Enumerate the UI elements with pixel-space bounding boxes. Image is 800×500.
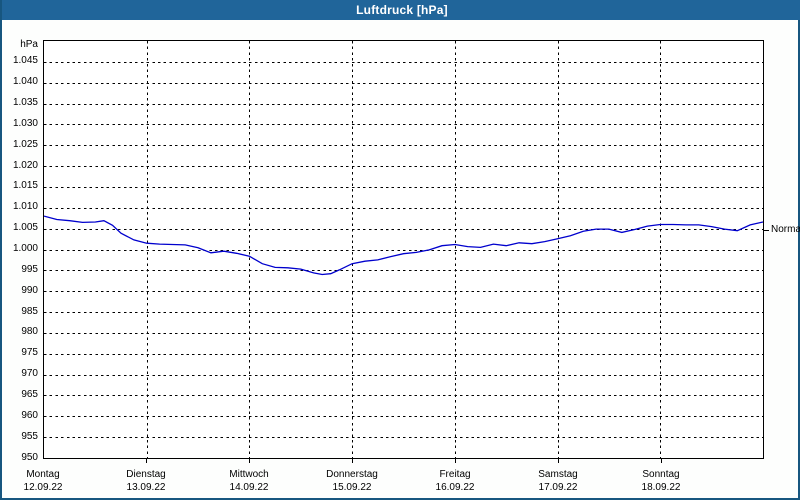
y-tick-label: 975 (21, 347, 38, 358)
x-axis-tick (146, 459, 147, 463)
y-tick-label: 985 (21, 306, 38, 317)
page-title: Luftdruck [hPa] (356, 3, 448, 17)
x-day-label: Sonntag (642, 469, 680, 480)
pressure-line-chart (44, 41, 763, 458)
x-axis-tick (455, 459, 456, 463)
y-tick-label: 1.020 (12, 160, 38, 171)
x-day-label: Donnerstag (326, 469, 378, 480)
x-day-label: Montag (26, 469, 60, 480)
y-tick-label: 1.015 (12, 180, 38, 191)
plot-area (43, 40, 764, 459)
y-tick-label: 1.000 (12, 243, 38, 254)
y-tick-label: 1.030 (12, 118, 38, 129)
y-tick-label: 955 (21, 431, 38, 442)
y-tick-label: 950 (21, 452, 38, 463)
x-date-label: 12.09.22 (23, 482, 63, 493)
x-day-label: Mittwoch (229, 469, 269, 480)
y-tick-label: 990 (21, 285, 38, 296)
y-tick-label: 1.045 (12, 55, 38, 66)
y-tick-label: 995 (21, 264, 38, 275)
y-tick-label: 1.010 (12, 201, 38, 212)
normal-marker-tick (764, 230, 769, 231)
x-date-label: 14.09.22 (229, 482, 269, 493)
y-tick-label: 970 (21, 368, 38, 379)
x-axis-tick (558, 459, 559, 463)
y-tick-label: 965 (21, 389, 38, 400)
x-axis-tick (249, 459, 250, 463)
y-tick-label: 980 (21, 326, 38, 337)
y-tick-label: 1.005 (12, 222, 38, 233)
x-day-label: Freitag (439, 469, 471, 480)
y-tick-label: 1.025 (12, 139, 38, 150)
x-date-label: 17.09.22 (538, 482, 578, 493)
y-tick-label: 1.035 (12, 97, 38, 108)
x-axis-tick (661, 459, 662, 463)
x-date-label: 13.09.22 (126, 482, 166, 493)
x-day-label: Dienstag (126, 469, 166, 480)
x-date-label: 15.09.22 (332, 482, 372, 493)
x-date-label: 16.09.22 (435, 482, 475, 493)
y-tick-label: 960 (21, 410, 38, 421)
titlebar: Luftdruck [hPa] (2, 0, 800, 20)
x-date-label: 18.09.22 (641, 482, 681, 493)
x-day-label: Samstag (538, 469, 578, 480)
normal-marker-label: Normal (771, 224, 800, 235)
pressure-series-line (44, 215, 763, 276)
x-axis-tick (352, 459, 353, 463)
y-axis-unit-label: hPa (20, 39, 38, 50)
y-tick-label: 1.040 (12, 76, 38, 87)
